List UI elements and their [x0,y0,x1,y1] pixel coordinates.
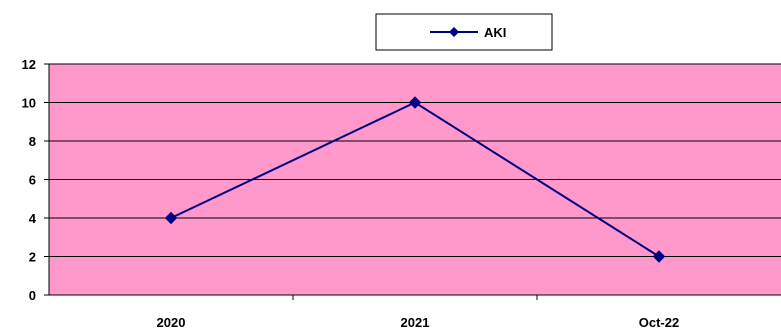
legend: AKI [375,13,553,51]
x-tick-label: Oct-22 [639,315,679,329]
y-tick-label: 12 [22,57,36,72]
data-point-marker [408,96,422,109]
y-tick-label: 6 [29,173,36,188]
y-tick-label: 2 [29,250,36,265]
y-tick-label: 4 [29,211,37,226]
series-group [164,96,666,263]
y-tick-label: 0 [29,288,36,303]
x-tick-label: 2020 [157,315,186,329]
data-point-marker [164,211,178,225]
x-tick-label: 2021 [401,315,430,329]
legend-series-marker [449,27,459,37]
data-point-marker [652,250,666,263]
x-tick-labels: 2020 2021 Oct-22 [157,315,680,329]
legend-series-label: AKI [484,25,506,40]
y-tick-label: 10 [22,96,36,111]
axes [48,64,781,300]
y-tick-label: 8 [29,134,36,149]
y-tick-labels: 0 2 4 6 8 10 12 [22,57,37,303]
